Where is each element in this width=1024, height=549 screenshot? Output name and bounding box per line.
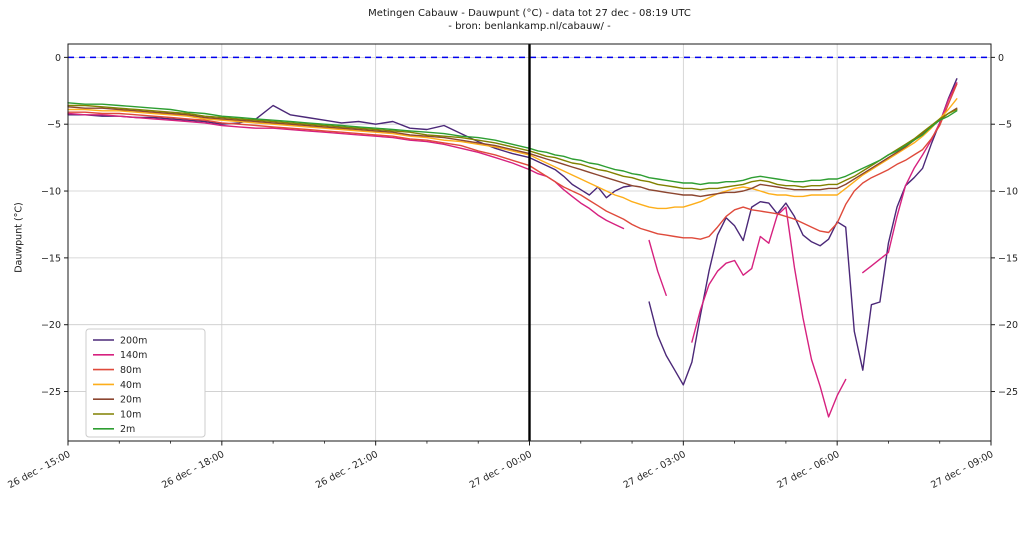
legend-label-80m: 80m bbox=[120, 365, 141, 376]
legend-entry-10m: 10m bbox=[93, 409, 141, 420]
y-tick-label-left: −25 bbox=[41, 387, 61, 398]
y-tick-label-right: 0 bbox=[998, 53, 1004, 64]
legend-label-40m: 40m bbox=[120, 380, 141, 391]
series-line-140m bbox=[67, 82, 958, 418]
y-tick-label-left: −15 bbox=[41, 253, 61, 264]
x-tick-label: 26 dec - 18:00 bbox=[160, 449, 226, 491]
legend-label-10m: 10m bbox=[120, 409, 141, 420]
y-tick-label-left: −20 bbox=[41, 320, 61, 331]
series-line-20m bbox=[67, 106, 958, 198]
y-tick-label-right: −5 bbox=[998, 120, 1012, 131]
y-tick-label-right: −10 bbox=[998, 186, 1018, 197]
legend-entry-200m: 200m bbox=[93, 335, 147, 346]
series-line-40m bbox=[67, 98, 958, 210]
x-tick-label: 27 dec - 03:00 bbox=[622, 449, 688, 491]
y-tick-label-right: −20 bbox=[998, 320, 1018, 331]
y-tick-label-right: −25 bbox=[998, 387, 1018, 398]
chart-title: Metingen Cabauw - Dauwpunt (°C) - data t… bbox=[68, 7, 991, 33]
legend-label-20m: 20m bbox=[120, 395, 141, 406]
legend-label-140m: 140m bbox=[120, 350, 147, 361]
legend-entry-2m: 2m bbox=[93, 424, 135, 435]
y-tick-label-left: −5 bbox=[47, 120, 61, 131]
legend: 200m 140m 80m 40m 20m 10m 2m bbox=[85, 328, 206, 438]
x-tick-label: 27 dec - 09:00 bbox=[929, 449, 995, 491]
series-line-10m bbox=[67, 104, 958, 191]
legend-entry-40m: 40m bbox=[93, 380, 141, 391]
legend-entry-80m: 80m bbox=[93, 365, 141, 376]
x-tick-label: 26 dec - 21:00 bbox=[314, 449, 380, 491]
legend-label-200m: 200m bbox=[120, 335, 147, 346]
chart-title-line2: - bron: benlankamp.nl/cabauw/ - bbox=[448, 21, 611, 32]
chart-title-line1: Metingen Cabauw - Dauwpunt (°C) - data t… bbox=[368, 8, 691, 19]
x-tick-label: 27 dec - 06:00 bbox=[775, 449, 841, 491]
y-axis-label: Dauwpunt (°C) bbox=[13, 202, 25, 273]
x-tick-label: 26 dec - 15:00 bbox=[6, 449, 72, 491]
legend-box bbox=[85, 328, 206, 438]
legend-entry-140m: 140m bbox=[93, 350, 147, 361]
legend-entry-20m: 20m bbox=[93, 395, 141, 406]
legend-label-2m: 2m bbox=[120, 424, 135, 435]
series-line-2m bbox=[67, 102, 958, 186]
y-tick-label-left: 0 bbox=[55, 53, 61, 64]
y-tick-label-left: −10 bbox=[41, 186, 61, 197]
y-tick-label-right: −15 bbox=[998, 253, 1018, 264]
series-line-80m bbox=[67, 83, 958, 240]
x-tick-label: 27 dec - 00:00 bbox=[468, 449, 534, 491]
